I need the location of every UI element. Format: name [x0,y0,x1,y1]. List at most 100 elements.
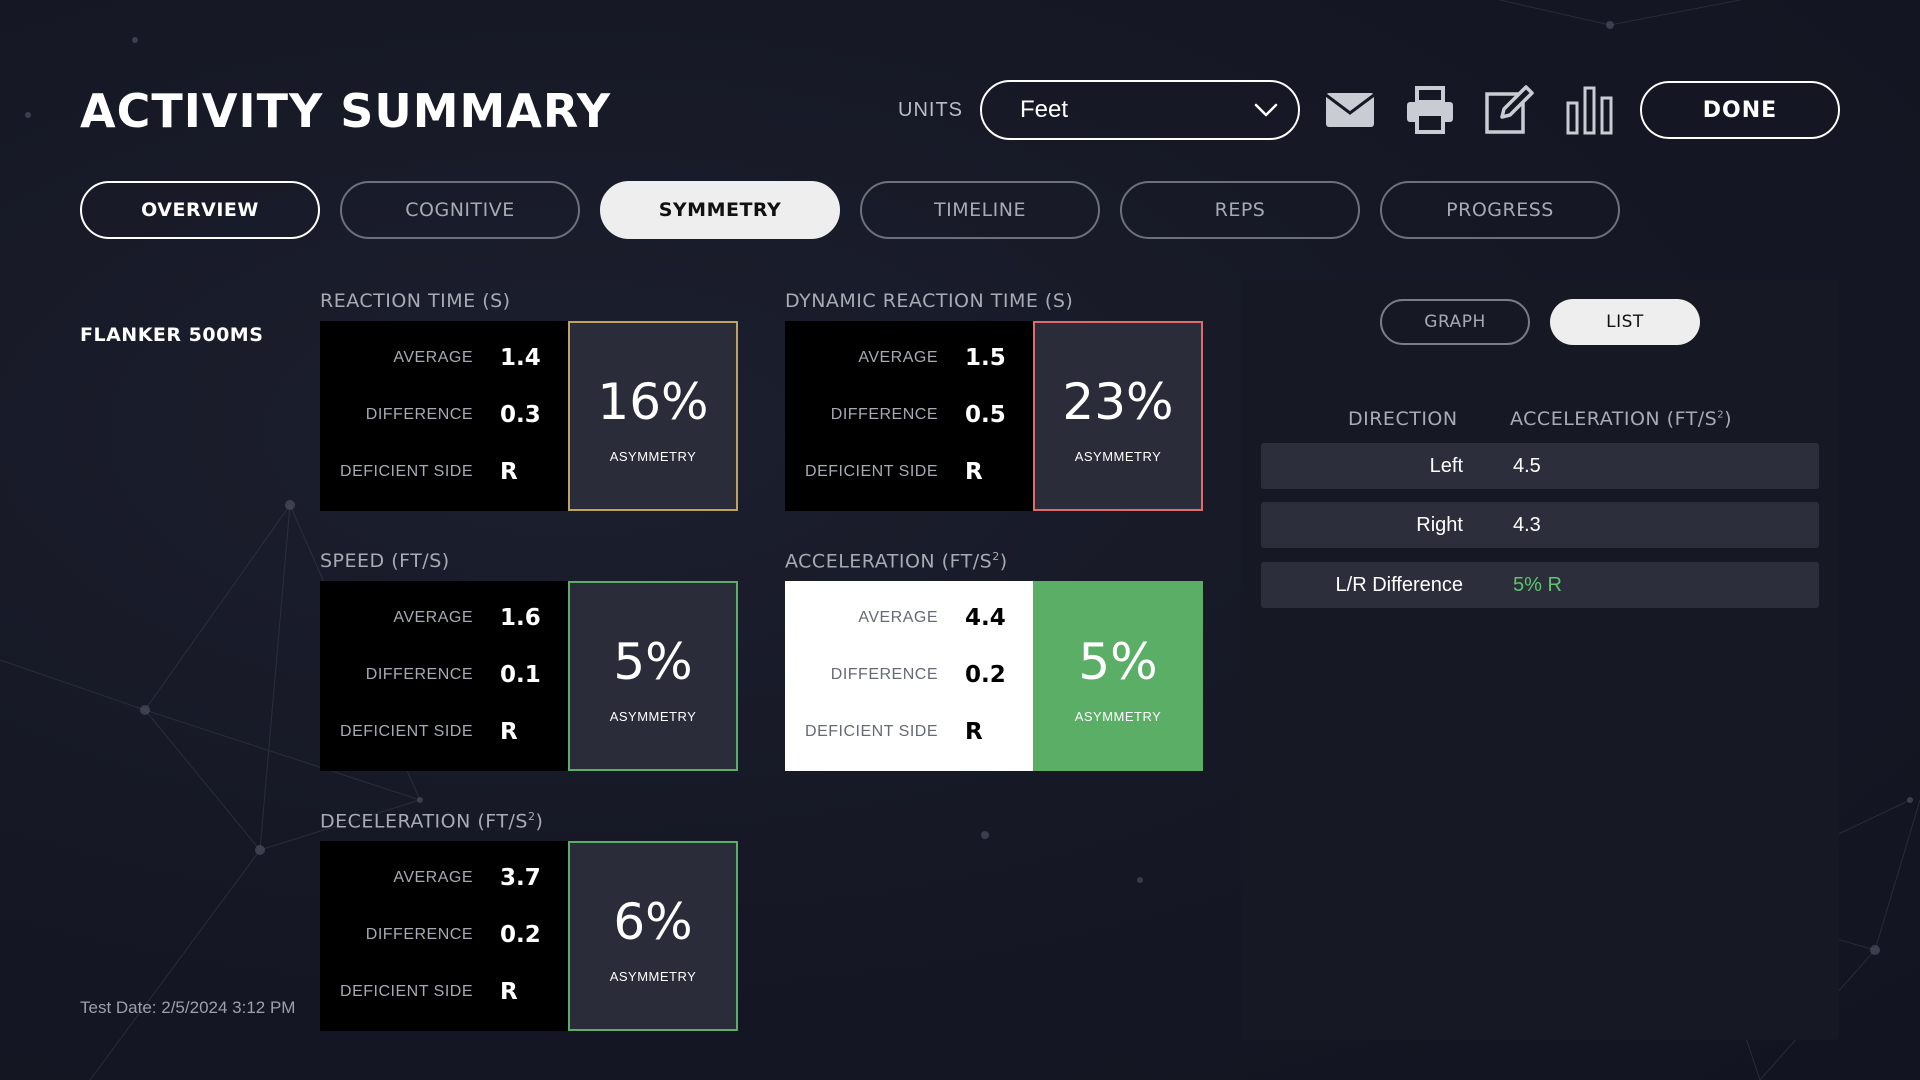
deficient-side-label: DEFICIENT SIDE [340,723,473,740]
asymmetry-label: ASYMMETRY [609,968,697,984]
detail-panel [1241,280,1839,1040]
graph-toggle-button[interactable]: GRAPH [1380,299,1530,345]
tab-progress[interactable]: PROGRESS [1380,181,1620,239]
average-value: 4.4 [965,605,1006,631]
deficient-side-label: DEFICIENT SIDE [805,723,938,740]
tab-reps[interactable]: REPS [1120,181,1360,239]
average-label: AVERAGE [858,349,938,366]
tab-overview[interactable]: OVERVIEW [80,181,320,239]
list-toggle-button[interactable]: LIST [1550,299,1700,345]
difference-value: 0.1 [500,662,541,688]
asymmetry-label: ASYMMETRY [609,448,697,464]
difference-label: DIFFERENCE [365,926,473,943]
asymmetry-value: 23% [1062,372,1174,431]
speed-title: SPEED (FT/S) [320,550,450,572]
print-icon[interactable] [1402,82,1458,138]
chevron-down-icon [1254,96,1278,124]
asymmetry-value: 6% [613,892,693,951]
direction-cell: Left [1429,454,1463,477]
asymmetry-box: 16% ASYMMETRY [568,321,738,511]
difference-label: DIFFERENCE [830,406,938,423]
deceleration-title: DECELERATION (FT/S2) [320,810,543,832]
asymmetry-label: ASYMMETRY [1074,448,1162,464]
acceleration-cell: 4.3 [1513,513,1541,536]
asymmetry-label: ASYMMETRY [609,708,697,724]
difference-label: DIFFERENCE [830,666,938,683]
units-dropdown[interactable]: Feet [980,80,1300,140]
asymmetry-box: 5% ASYMMETRY [1033,581,1203,771]
deficient-side-value: R [965,719,983,745]
asymmetry-box: 23% ASYMMETRY [1033,321,1203,511]
average-label: AVERAGE [858,609,938,626]
activity-name: FLANKER 500MS [80,324,264,346]
speed-stats: AVERAGE 1.6 DIFFERENCE 0.1 DEFICIENT SIDE R [320,581,568,771]
tab-cognitive[interactable]: COGNITIVE [340,181,580,239]
asymmetry-value: 5% [1078,632,1158,691]
deceleration-card[interactable]: AVERAGE 3.7 DIFFERENCE 0.2 DEFICIENT SIDE R… [320,841,738,1031]
units-label: UNITS [898,99,963,121]
tab-symmetry[interactable]: SYMMETRY [600,181,840,239]
average-value: 3.7 [500,865,541,891]
acceleration-column-header-text: ACCELERATION (FT/S [1510,408,1718,430]
edit-icon[interactable] [1481,82,1537,138]
average-label: AVERAGE [393,609,473,626]
deficient-side-label: DEFICIENT SIDE [340,983,473,1000]
reaction-time-card[interactable]: AVERAGE 1.4 DIFFERENCE 0.3 DEFICIENT SIDE R… [320,321,738,511]
page-title: ACTIVITY SUMMARY [80,84,612,138]
average-label: AVERAGE [393,349,473,366]
deceleration-title-end: ) [535,810,544,833]
difference-value: 0.2 [500,922,541,948]
bar-chart-icon[interactable] [1562,82,1618,138]
acceleration-cell: 4.5 [1513,454,1541,477]
deficient-side-value: R [500,459,518,485]
difference-label: DIFFERENCE [365,406,473,423]
deceleration-title-sup: 2 [527,810,536,823]
dynamic-reaction-time-card[interactable]: AVERAGE 1.5 DIFFERENCE 0.5 DEFICIENT SIDE R… [785,321,1203,511]
dynamic-reaction-time-stats: AVERAGE 1.5 DIFFERENCE 0.5 DEFICIENT SIDE R [785,321,1033,511]
average-value: 1.6 [500,605,541,631]
acceleration-cell: 5% R [1513,573,1562,596]
acceleration-title-sup: 2 [992,550,1000,563]
tab-timeline[interactable]: TIMELINE [860,181,1100,239]
difference-label: DIFFERENCE [365,666,473,683]
acceleration-title-end: ) [999,550,1008,573]
table-row: Right 4.3 [1261,502,1819,548]
asymmetry-box: 5% ASYMMETRY [568,581,738,771]
asymmetry-box: 6% ASYMMETRY [568,841,738,1031]
acceleration-column-header: ACCELERATION (FT/S2) [1510,408,1732,430]
acceleration-title: ACCELERATION (FT/S2) [785,550,1008,572]
difference-value: 0.5 [965,402,1006,428]
acceleration-column-header-sup: 2 [1717,409,1725,421]
deceleration-stats: AVERAGE 3.7 DIFFERENCE 0.2 DEFICIENT SIDE R [320,841,568,1031]
done-button[interactable]: DONE [1640,81,1840,139]
table-row: Left 4.5 [1261,443,1819,489]
direction-cell: L/R Difference [1335,573,1463,596]
deficient-side-value: R [500,719,518,745]
deceleration-title-text: DECELERATION (FT/S [320,810,528,833]
difference-value: 0.2 [965,662,1006,688]
asymmetry-value: 5% [613,632,693,691]
asymmetry-value: 16% [597,372,709,431]
deficient-side-label: DEFICIENT SIDE [340,463,473,480]
direction-cell: Right [1416,513,1463,536]
average-label: AVERAGE [393,869,473,886]
reaction-time-stats: AVERAGE 1.4 DIFFERENCE 0.3 DEFICIENT SIDE R [320,321,568,511]
dynamic-reaction-time-title: DYNAMIC REACTION TIME (S) [785,290,1074,312]
table-row: L/R Difference 5% R [1261,562,1819,608]
acceleration-stats: AVERAGE 4.4 DIFFERENCE 0.2 DEFICIENT SIDE R [785,581,1033,771]
average-value: 1.4 [500,345,541,371]
deficient-side-label: DEFICIENT SIDE [805,463,938,480]
acceleration-card[interactable]: AVERAGE 4.4 DIFFERENCE 0.2 DEFICIENT SIDE R… [785,581,1203,771]
direction-column-header: DIRECTION [1348,408,1458,430]
asymmetry-label: ASYMMETRY [1074,708,1162,724]
deficient-side-value: R [965,459,983,485]
units-selected-value: Feet [1020,96,1069,123]
mail-icon[interactable] [1322,82,1378,138]
average-value: 1.5 [965,345,1006,371]
difference-value: 0.3 [500,402,541,428]
deficient-side-value: R [500,979,518,1005]
test-date: Test Date: 2/5/2024 3:12 PM [80,998,296,1017]
speed-card[interactable]: AVERAGE 1.6 DIFFERENCE 0.1 DEFICIENT SIDE R… [320,581,738,771]
reaction-time-title: REACTION TIME (S) [320,290,511,312]
acceleration-title-text: ACCELERATION (FT/S [785,550,993,573]
